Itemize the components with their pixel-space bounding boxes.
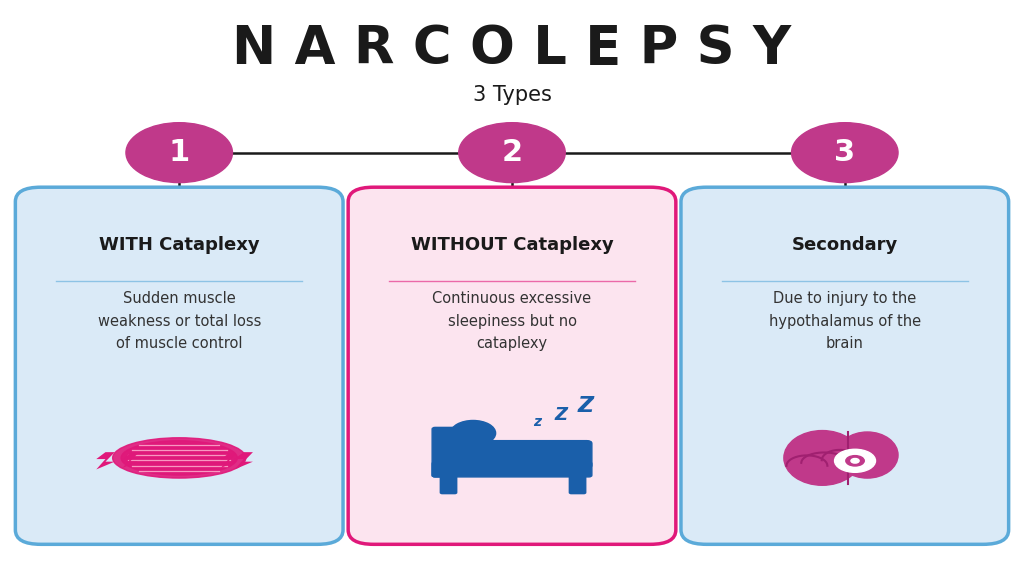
Circle shape: [835, 449, 876, 472]
Polygon shape: [96, 452, 115, 469]
Polygon shape: [837, 187, 853, 198]
Text: z: z: [534, 415, 542, 429]
Ellipse shape: [113, 438, 246, 478]
Ellipse shape: [138, 447, 220, 469]
Text: WITH Cataplexy: WITH Cataplexy: [99, 236, 259, 254]
Text: 2: 2: [502, 138, 522, 167]
Text: 1: 1: [169, 138, 189, 167]
Text: 3: 3: [835, 138, 855, 167]
Text: Due to injury to the
hypothalamus of the
brain: Due to injury to the hypothalamus of the…: [769, 291, 921, 351]
FancyBboxPatch shape: [432, 462, 592, 477]
Text: Sudden muscle
weakness or total loss
of muscle control: Sudden muscle weakness or total loss of …: [97, 291, 261, 351]
Polygon shape: [504, 187, 520, 198]
Ellipse shape: [784, 431, 860, 485]
Ellipse shape: [146, 450, 212, 466]
FancyBboxPatch shape: [432, 427, 457, 477]
Text: Z: Z: [555, 406, 567, 424]
Text: WITHOUT Cataplexy: WITHOUT Cataplexy: [411, 236, 613, 254]
Polygon shape: [221, 454, 237, 468]
Circle shape: [126, 123, 232, 183]
FancyBboxPatch shape: [681, 187, 1009, 544]
Ellipse shape: [121, 441, 238, 475]
Circle shape: [792, 123, 898, 183]
FancyBboxPatch shape: [440, 473, 457, 494]
Ellipse shape: [129, 444, 229, 472]
Text: Secondary: Secondary: [792, 236, 898, 254]
FancyBboxPatch shape: [15, 187, 343, 544]
Polygon shape: [171, 187, 187, 198]
Circle shape: [459, 123, 565, 183]
Text: Z: Z: [578, 396, 594, 416]
Text: Continuous excessive
sleepiness but no
cataplexy: Continuous excessive sleepiness but no c…: [432, 291, 592, 351]
Circle shape: [451, 420, 496, 446]
Circle shape: [851, 458, 859, 463]
FancyBboxPatch shape: [449, 441, 592, 468]
Polygon shape: [123, 454, 137, 468]
FancyBboxPatch shape: [348, 187, 676, 544]
FancyBboxPatch shape: [569, 473, 586, 494]
Ellipse shape: [837, 432, 898, 478]
Text: 3 Types: 3 Types: [472, 85, 552, 105]
Circle shape: [846, 456, 864, 466]
Text: N A R C O L E P S Y: N A R C O L E P S Y: [232, 23, 792, 75]
Polygon shape: [234, 452, 253, 469]
